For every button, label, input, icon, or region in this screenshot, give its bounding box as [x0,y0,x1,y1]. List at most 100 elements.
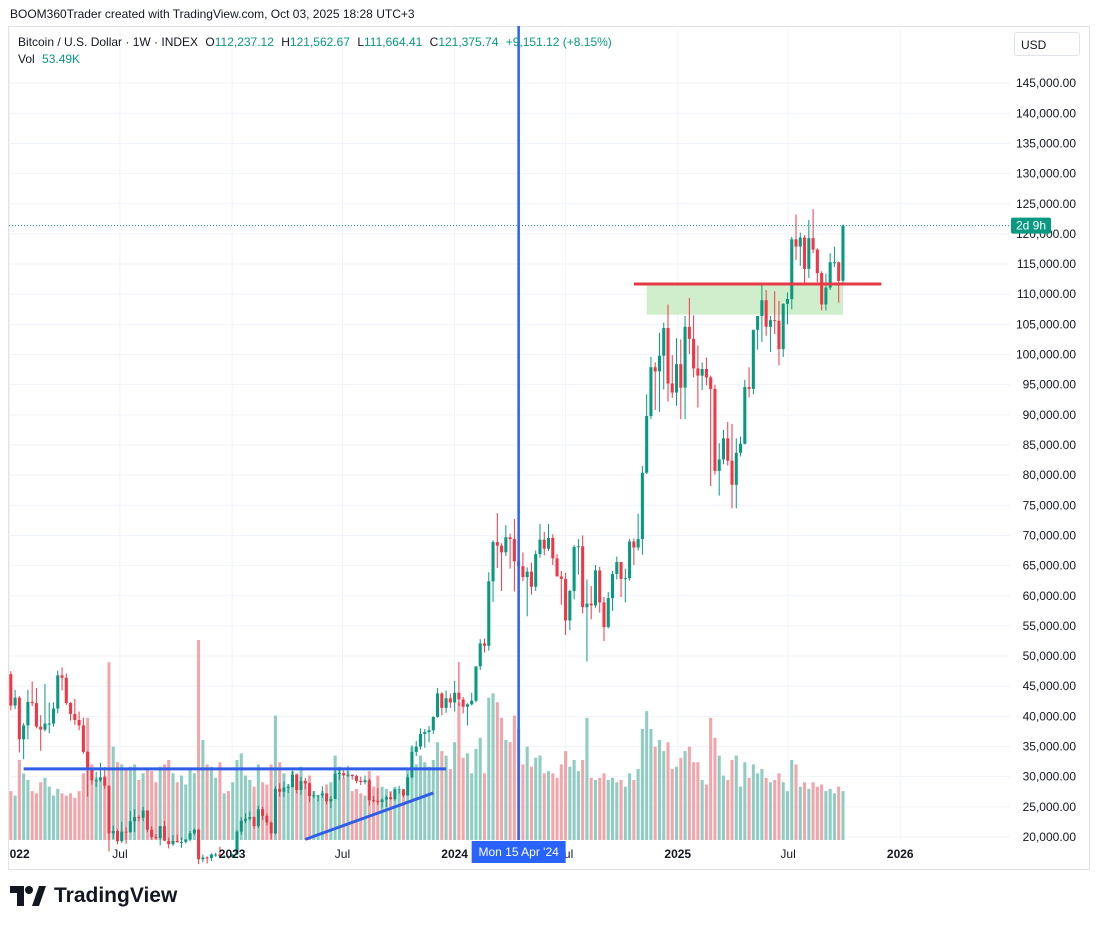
candle-body[interactable] [13,697,17,706]
candle-body[interactable] [615,561,619,575]
candle-body[interactable] [188,833,192,840]
candle-body[interactable] [167,840,171,845]
candle-body[interactable] [235,831,239,855]
candle-body[interactable] [828,262,832,288]
candle-body[interactable] [222,856,226,858]
candle-body[interactable] [184,839,188,842]
candle-body[interactable] [436,693,440,717]
candle-body[interactable] [133,817,137,822]
candle-body[interactable] [636,539,640,548]
candle-body[interactable] [39,726,43,730]
candle-body[interactable] [692,338,696,369]
candle-body[interactable] [781,303,785,350]
candle-body[interactable] [512,539,516,562]
candle-body[interactable] [832,262,836,264]
candle-body[interactable] [508,537,512,540]
candle-body[interactable] [585,603,589,608]
candle-body[interactable] [47,723,51,725]
candle-body[interactable] [342,773,346,776]
candle-body[interactable] [265,815,269,823]
candle-body[interactable] [675,364,679,393]
symbol-name[interactable]: Bitcoin / U.S. Dollar · 1W · INDEX [18,35,199,49]
candle-body[interactable] [150,829,154,837]
candle-body[interactable] [461,699,465,707]
candle-body[interactable] [316,795,320,797]
candle-body[interactable] [739,443,743,453]
candle-body[interactable] [482,643,487,646]
candle-body[interactable] [559,576,563,579]
candle-body[interactable] [256,809,260,827]
candle-body[interactable] [657,355,662,372]
volume-label[interactable]: Vol [18,52,35,66]
candle-body[interactable] [448,698,452,703]
candle-body[interactable] [90,768,94,781]
candle-body[interactable] [756,315,760,330]
candle-body[interactable] [709,377,713,389]
candle-body[interactable] [103,777,107,786]
candle-body[interactable] [546,537,551,549]
candle-body[interactable] [320,793,324,796]
candle-body[interactable] [406,777,410,796]
candle-body[interactable] [670,383,674,393]
candle-body[interactable] [56,675,60,709]
candle-body[interactable] [542,539,546,549]
candle-body[interactable] [453,692,457,703]
candle-body[interactable] [751,329,755,389]
candle-body[interactable] [589,603,593,606]
candle-body[interactable] [354,776,359,781]
candle-body[interactable] [414,746,418,752]
candle-body[interactable] [81,725,85,752]
candle-body[interactable] [43,723,47,730]
candle-body[interactable] [470,700,474,705]
candle-body[interactable] [290,774,295,787]
candle-body[interactable] [115,830,120,842]
candle-body[interactable] [197,829,201,860]
candle-body[interactable] [555,558,559,577]
candle-body[interactable] [303,780,307,784]
candle-body[interactable] [124,831,128,833]
candle-body[interactable] [226,856,231,858]
candle-body[interactable] [704,368,708,378]
candle-body[interactable] [747,387,751,389]
tradingview-logo[interactable]: TradingView [10,884,177,908]
candle-body[interactable] [581,546,585,608]
candle-body[interactable] [645,416,649,473]
candle-body[interactable] [128,821,132,833]
candle-body[interactable] [389,797,393,799]
candle-body[interactable] [521,566,525,578]
candle-body[interactable] [231,854,235,858]
candle-body[interactable] [632,541,636,548]
candle-body[interactable] [30,701,34,704]
candle-body[interactable] [325,793,329,802]
candle-body[interactable] [179,841,184,843]
candle-body[interactable] [679,364,683,388]
candle-body[interactable] [734,452,738,485]
candle-body[interactable] [815,249,819,274]
candle-body[interactable] [295,774,299,790]
candle-body[interactable] [593,570,597,606]
candle-body[interactable] [721,438,726,460]
candle-body[interactable] [431,716,435,731]
candle-body[interactable] [269,822,273,834]
candle-body[interactable] [807,238,811,269]
candle-body[interactable] [649,367,653,417]
candle-body[interactable] [273,788,277,834]
support-zone-box[interactable] [646,283,843,315]
candle-body[interactable] [111,830,115,834]
candle-body[interactable] [820,273,824,305]
chart-frame[interactable] [8,26,1090,870]
candle-body[interactable] [837,262,841,281]
trend-line[interactable] [304,791,434,841]
candle-body[interactable] [457,692,461,700]
candle-body[interactable] [760,300,764,316]
candle-body[interactable] [687,326,691,339]
candle-body[interactable] [175,840,179,843]
candle-body[interactable] [773,320,777,322]
candle-body[interactable] [380,799,384,803]
candle-body[interactable] [154,836,158,839]
candle-body[interactable] [700,368,704,376]
candle-body[interactable] [346,774,350,776]
candle-body[interactable] [487,581,491,646]
candle-body[interactable] [77,719,81,726]
candle-body[interactable] [218,854,222,857]
